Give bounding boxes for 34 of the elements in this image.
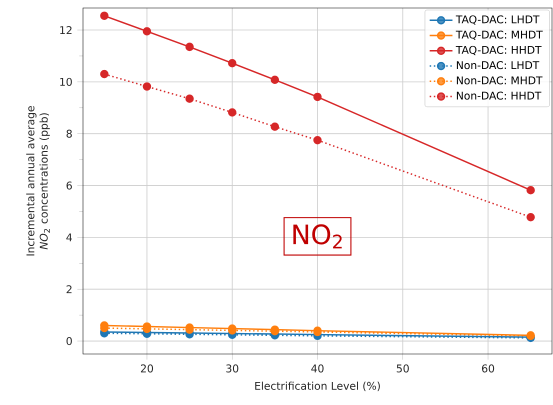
point: [228, 108, 236, 117]
y-tick-label: 0: [66, 337, 72, 346]
x-tick-label: 50: [396, 364, 409, 372]
point: [313, 92, 322, 102]
y-tick-label: 10: [60, 78, 72, 86]
point: [185, 42, 194, 52]
y-tick-label: 12: [60, 26, 72, 34]
point: [228, 59, 236, 68]
legend-label: Non-DAC: MHDT: [456, 76, 543, 84]
y-tick-label: 6: [66, 181, 72, 190]
point: [526, 186, 535, 194]
legend-label: TAQ-DAC: HHDT: [456, 46, 542, 56]
point: [100, 70, 109, 78]
y-tick-label: 8: [66, 130, 72, 138]
x-tick-label: 30: [226, 364, 238, 372]
annotation: NO$_{2}$: [293, 224, 342, 248]
x-axis-title: Electrification Level (%): [255, 382, 380, 392]
y-tick-label: 4: [66, 233, 72, 242]
point: [313, 136, 322, 144]
legend-label: TAQ-DAC: LHDT: [456, 15, 540, 25]
x-tick-label: 20: [140, 364, 154, 372]
point: [142, 27, 152, 36]
x-tick-label: 60: [482, 364, 494, 372]
point: [100, 12, 109, 20]
point: [185, 94, 194, 103]
point: [270, 122, 280, 131]
point: [142, 82, 152, 91]
y-tick-label: 2: [66, 285, 72, 294]
x-tick-label: 40: [311, 364, 324, 372]
point: [270, 76, 280, 84]
legend-label: Non-DAC: HHDT: [456, 92, 542, 100]
legend-label: TAQ-DAC: MHDT: [456, 30, 543, 40]
point: [526, 212, 535, 222]
legend-label: Non-DAC: LHDT: [456, 61, 540, 70]
